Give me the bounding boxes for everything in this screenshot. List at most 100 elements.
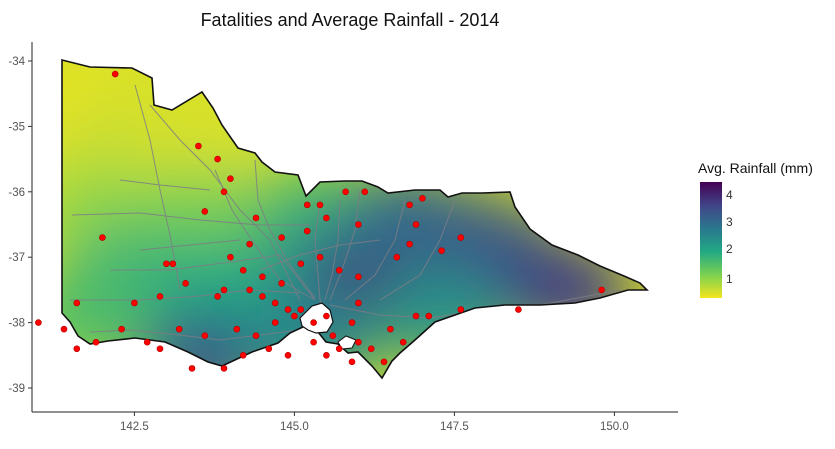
fatality-point (156, 345, 164, 353)
axes: 142.5 145.0 147.5 150.0 -34 -35 -36 -37 -38 -39 (8, 42, 678, 433)
fatality-point (265, 345, 273, 353)
x-tick-label: 150.0 (600, 421, 629, 433)
state-outline (61, 58, 649, 380)
fatality-point (227, 253, 234, 261)
fatality-point (271, 319, 279, 326)
fatality-point (220, 188, 228, 196)
road-network (70, 84, 621, 346)
fatality-point (220, 365, 228, 372)
fatality-point (201, 208, 209, 215)
y-tick-label: -37 (8, 252, 25, 264)
fatality-point (393, 253, 401, 261)
fatality-point (214, 293, 221, 300)
fatality-point (335, 345, 343, 353)
fatality-point (457, 306, 465, 313)
fatality-point (412, 312, 420, 320)
legend-colorbar (700, 182, 722, 298)
fatality-point (323, 214, 330, 222)
fatality-point (271, 299, 279, 307)
fatality-point (342, 188, 349, 196)
y-tick-label: -39 (8, 383, 25, 395)
fatality-point (303, 201, 311, 209)
fatality-point (220, 286, 228, 294)
fatality-point (131, 299, 138, 307)
fatality-point (252, 214, 260, 222)
fatality-point (297, 306, 305, 313)
y-tick-label: -36 (8, 187, 25, 199)
fatality-point (60, 325, 68, 333)
fatality-points (35, 70, 605, 372)
fatality-point (182, 280, 189, 287)
fatality-point (227, 175, 234, 183)
fatality-point (143, 338, 151, 346)
fatality-point (233, 325, 241, 333)
legend-tick-1: 1 (726, 272, 733, 286)
fatality-point (355, 299, 362, 307)
fatality-point (278, 234, 285, 241)
fatality-point (387, 325, 394, 333)
fatality-point (201, 332, 209, 339)
fatality-point (111, 70, 119, 78)
fatality-point (214, 155, 221, 163)
rainfall-heatmap (62, 60, 647, 378)
fatality-point (73, 299, 81, 307)
x-tick-label: 147.5 (440, 421, 469, 433)
fatality-point (259, 273, 266, 281)
fatality-point (169, 260, 177, 268)
fatality-point (163, 260, 170, 268)
fatality-point (291, 312, 298, 320)
fatality-point (156, 293, 164, 300)
fatality-point (457, 234, 465, 241)
y-tick-label: -35 (8, 121, 25, 133)
fatality-point (380, 358, 388, 366)
fatality-point (118, 325, 125, 333)
fatality-point (35, 319, 42, 326)
fatality-point (99, 234, 106, 241)
legend: Avg. Rainfall (mm) 1 2 3 4 (698, 160, 813, 298)
x-tick-label: 145.0 (280, 421, 309, 433)
fatality-point (419, 195, 426, 202)
fatality-point (348, 358, 356, 366)
fatality-point (412, 221, 420, 228)
fatality-point (297, 260, 305, 268)
legend-tick-3: 3 (726, 215, 733, 229)
fatality-point (361, 188, 369, 196)
fatality-point (329, 332, 337, 339)
fatality-point (316, 253, 324, 261)
fatality-point (367, 345, 375, 353)
fatality-point (355, 273, 362, 281)
fatality-point (323, 312, 330, 320)
y-tick-label: -38 (8, 318, 25, 330)
fatality-point (239, 266, 247, 274)
fatality-point (284, 351, 292, 359)
fatality-point (284, 306, 292, 313)
fatality-point (598, 286, 605, 294)
legend-tick-2: 2 (726, 242, 733, 256)
fatality-point (195, 142, 202, 150)
fatality-point (406, 201, 413, 209)
port-phillip-bay (299, 302, 334, 334)
legend-tick-4: 4 (726, 188, 733, 202)
fatality-point (246, 240, 253, 248)
fatality-point (73, 345, 81, 353)
fatality-point (278, 280, 285, 287)
fatality-point (310, 319, 317, 326)
fatality-point (188, 365, 196, 372)
fatality-point (515, 306, 522, 313)
fatality-point (303, 227, 311, 235)
fatality-point (406, 240, 413, 248)
y-tick-label: -34 (8, 56, 25, 68)
fatality-point (175, 325, 183, 333)
fatality-point (425, 312, 433, 320)
chart-title: Fatalities and Average Rainfall - 2014 (200, 10, 500, 30)
fatality-point (316, 201, 324, 209)
fatality-point (310, 338, 317, 346)
fatality-point (438, 247, 445, 254)
fatality-point (355, 338, 362, 346)
x-tick-label: 142.5 (120, 421, 149, 433)
fatality-point (323, 351, 330, 359)
fatality-point (239, 351, 247, 359)
fatality-point (348, 319, 356, 326)
rainfall-zone (62, 268, 160, 365)
